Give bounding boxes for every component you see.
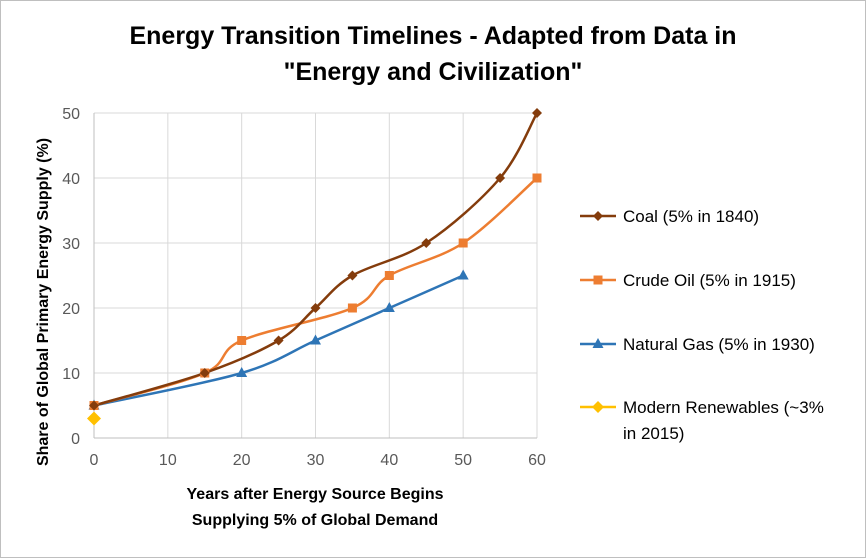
legend-label: Natural Gas (5% in 1930) — [623, 335, 815, 354]
x-tick-label: 30 — [307, 452, 325, 469]
data-point-s2-1 — [236, 367, 248, 377]
data-point-s0-1 — [199, 368, 210, 378]
y-tick-label: 50 — [62, 106, 80, 123]
legend-item-3: Modern Renewables (~3% in 2015) — [580, 398, 824, 443]
series-markers — [87, 108, 542, 426]
data-point-s0-4 — [347, 270, 358, 281]
legend-swatch-marker — [592, 338, 604, 348]
y-tick-label: 10 — [62, 366, 80, 383]
legend-item-2: Natural Gas (5% in 1930) — [580, 335, 815, 354]
data-point-s0-5 — [421, 238, 432, 248]
data-point-s0-3 — [310, 303, 321, 313]
chart-title-line-2: "Energy and Civilization" — [284, 58, 583, 86]
legend-item-0: Coal (5% in 1840) — [580, 207, 759, 226]
x-axis-ticks: 0 10 20 30 40 50 60 — [90, 452, 546, 469]
data-point-s1-6 — [532, 173, 542, 183]
axes — [93, 113, 537, 439]
legend-label: Crude Oil (5% in 1915) — [623, 271, 796, 290]
data-point-s1-5 — [458, 238, 468, 248]
legend-label: Coal (5% in 1840) — [623, 207, 759, 226]
y-axis-title: Share of Global Primary Energy Supply (%… — [35, 138, 52, 466]
x-tick-label: 0 — [90, 452, 99, 469]
data-point-s0-0 — [89, 400, 99, 411]
legend: Coal (5% in 1840) Crude Oil (5% in 1915) N… — [580, 207, 824, 443]
data-point-s0-2 — [273, 335, 284, 346]
series-line-2 — [92, 274, 465, 407]
chart-title-line-1: Energy Transition Timelines - Adapted fr… — [129, 22, 736, 50]
data-point-s2-2 — [310, 334, 321, 345]
y-axis-ticks: 0 10 20 30 40 50 — [62, 106, 80, 448]
legend-label: Modern Renewables (~3% — [623, 398, 824, 417]
legend-swatch-marker — [593, 211, 603, 221]
data-point-s1-4 — [384, 271, 394, 280]
x-tick-label: 40 — [380, 452, 398, 469]
data-point-s1-2 — [237, 336, 247, 345]
data-point-s0-7 — [532, 108, 542, 118]
data-point-s2-4 — [457, 269, 469, 280]
x-tick-label: 60 — [528, 452, 546, 469]
y-tick-label: 20 — [62, 301, 80, 318]
gridlines — [94, 112, 538, 438]
x-axis-title-line-1: Years after Energy Source Begins — [187, 486, 444, 503]
y-tick-label: 0 — [71, 431, 80, 448]
x-tick-label: 50 — [454, 452, 472, 469]
x-tick-label: 10 — [159, 452, 177, 469]
legend-item-1: Crude Oil (5% in 1915) — [580, 271, 796, 290]
y-tick-label: 30 — [62, 236, 80, 253]
data-point-s0-6 — [495, 173, 506, 183]
data-point-s3-0 — [87, 411, 101, 426]
y-tick-label: 40 — [62, 171, 80, 188]
data-point-s2-3 — [383, 302, 395, 312]
x-tick-label: 20 — [233, 452, 251, 469]
x-axis-title-line-2: Supplying 5% of Global Demand — [192, 512, 438, 529]
data-point-s1-3 — [347, 303, 357, 313]
legend-label: in 2015) — [623, 424, 684, 443]
legend-swatch-marker — [592, 401, 604, 413]
legend-swatch-marker — [593, 275, 603, 285]
